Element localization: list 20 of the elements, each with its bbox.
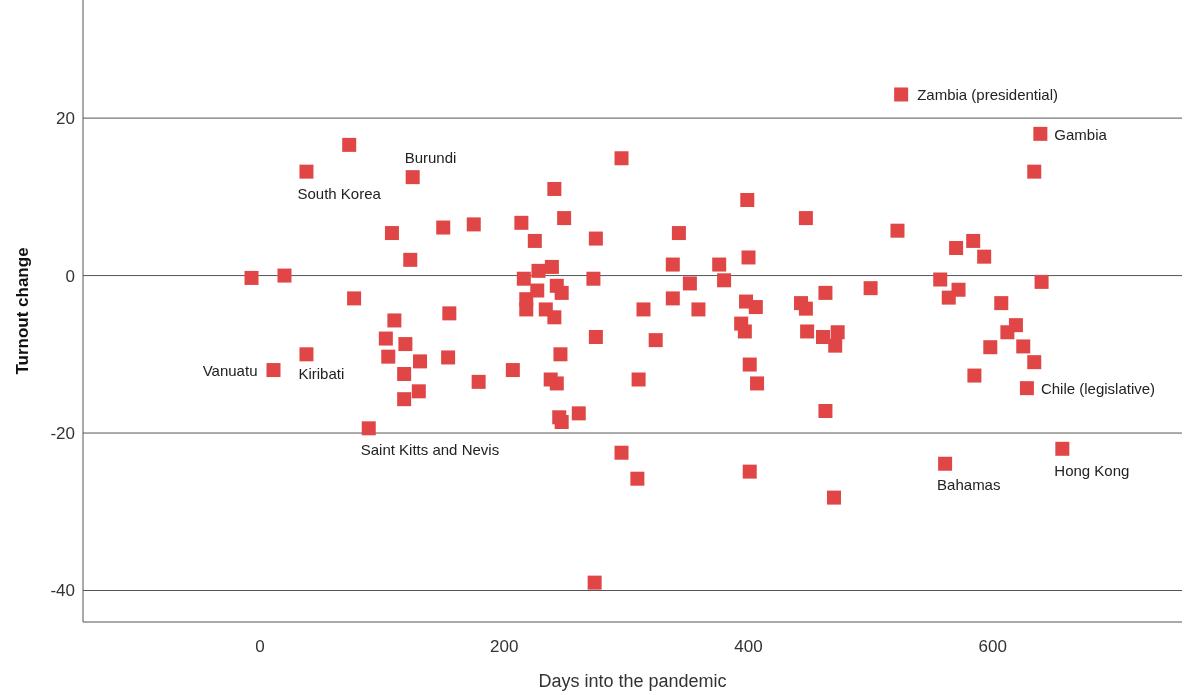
x-tick-label: 200 xyxy=(490,637,519,656)
y-tick-label: -20 xyxy=(50,423,75,443)
annotation: Chile (legislative) xyxy=(1040,380,1156,398)
x-tick-label: 0 xyxy=(255,637,265,656)
annotation: Zambia (presidential) xyxy=(917,86,1059,104)
x-tick-label: 600 xyxy=(978,637,1007,656)
y-tick-label: -40 xyxy=(50,581,75,601)
annotation: Bahamas xyxy=(937,475,1001,493)
y-tick-label: 20 xyxy=(56,109,75,129)
annotation: Burundi xyxy=(404,149,457,167)
annotation: Saint Kitts and Nevis xyxy=(360,441,500,459)
annotation: South Korea xyxy=(297,184,382,202)
annotation: Gambia xyxy=(1054,125,1108,143)
annotation: Kiribati xyxy=(298,365,345,383)
x-tick-label: 400 xyxy=(734,637,763,656)
y-axis-title: Turnout change xyxy=(13,247,32,375)
annotation: Hong Kong xyxy=(1054,461,1130,479)
annotation: Vanuatu xyxy=(202,362,258,380)
y-tick-label: 0 xyxy=(65,266,75,286)
x-axis-title: Days into the pandemic xyxy=(538,671,727,691)
